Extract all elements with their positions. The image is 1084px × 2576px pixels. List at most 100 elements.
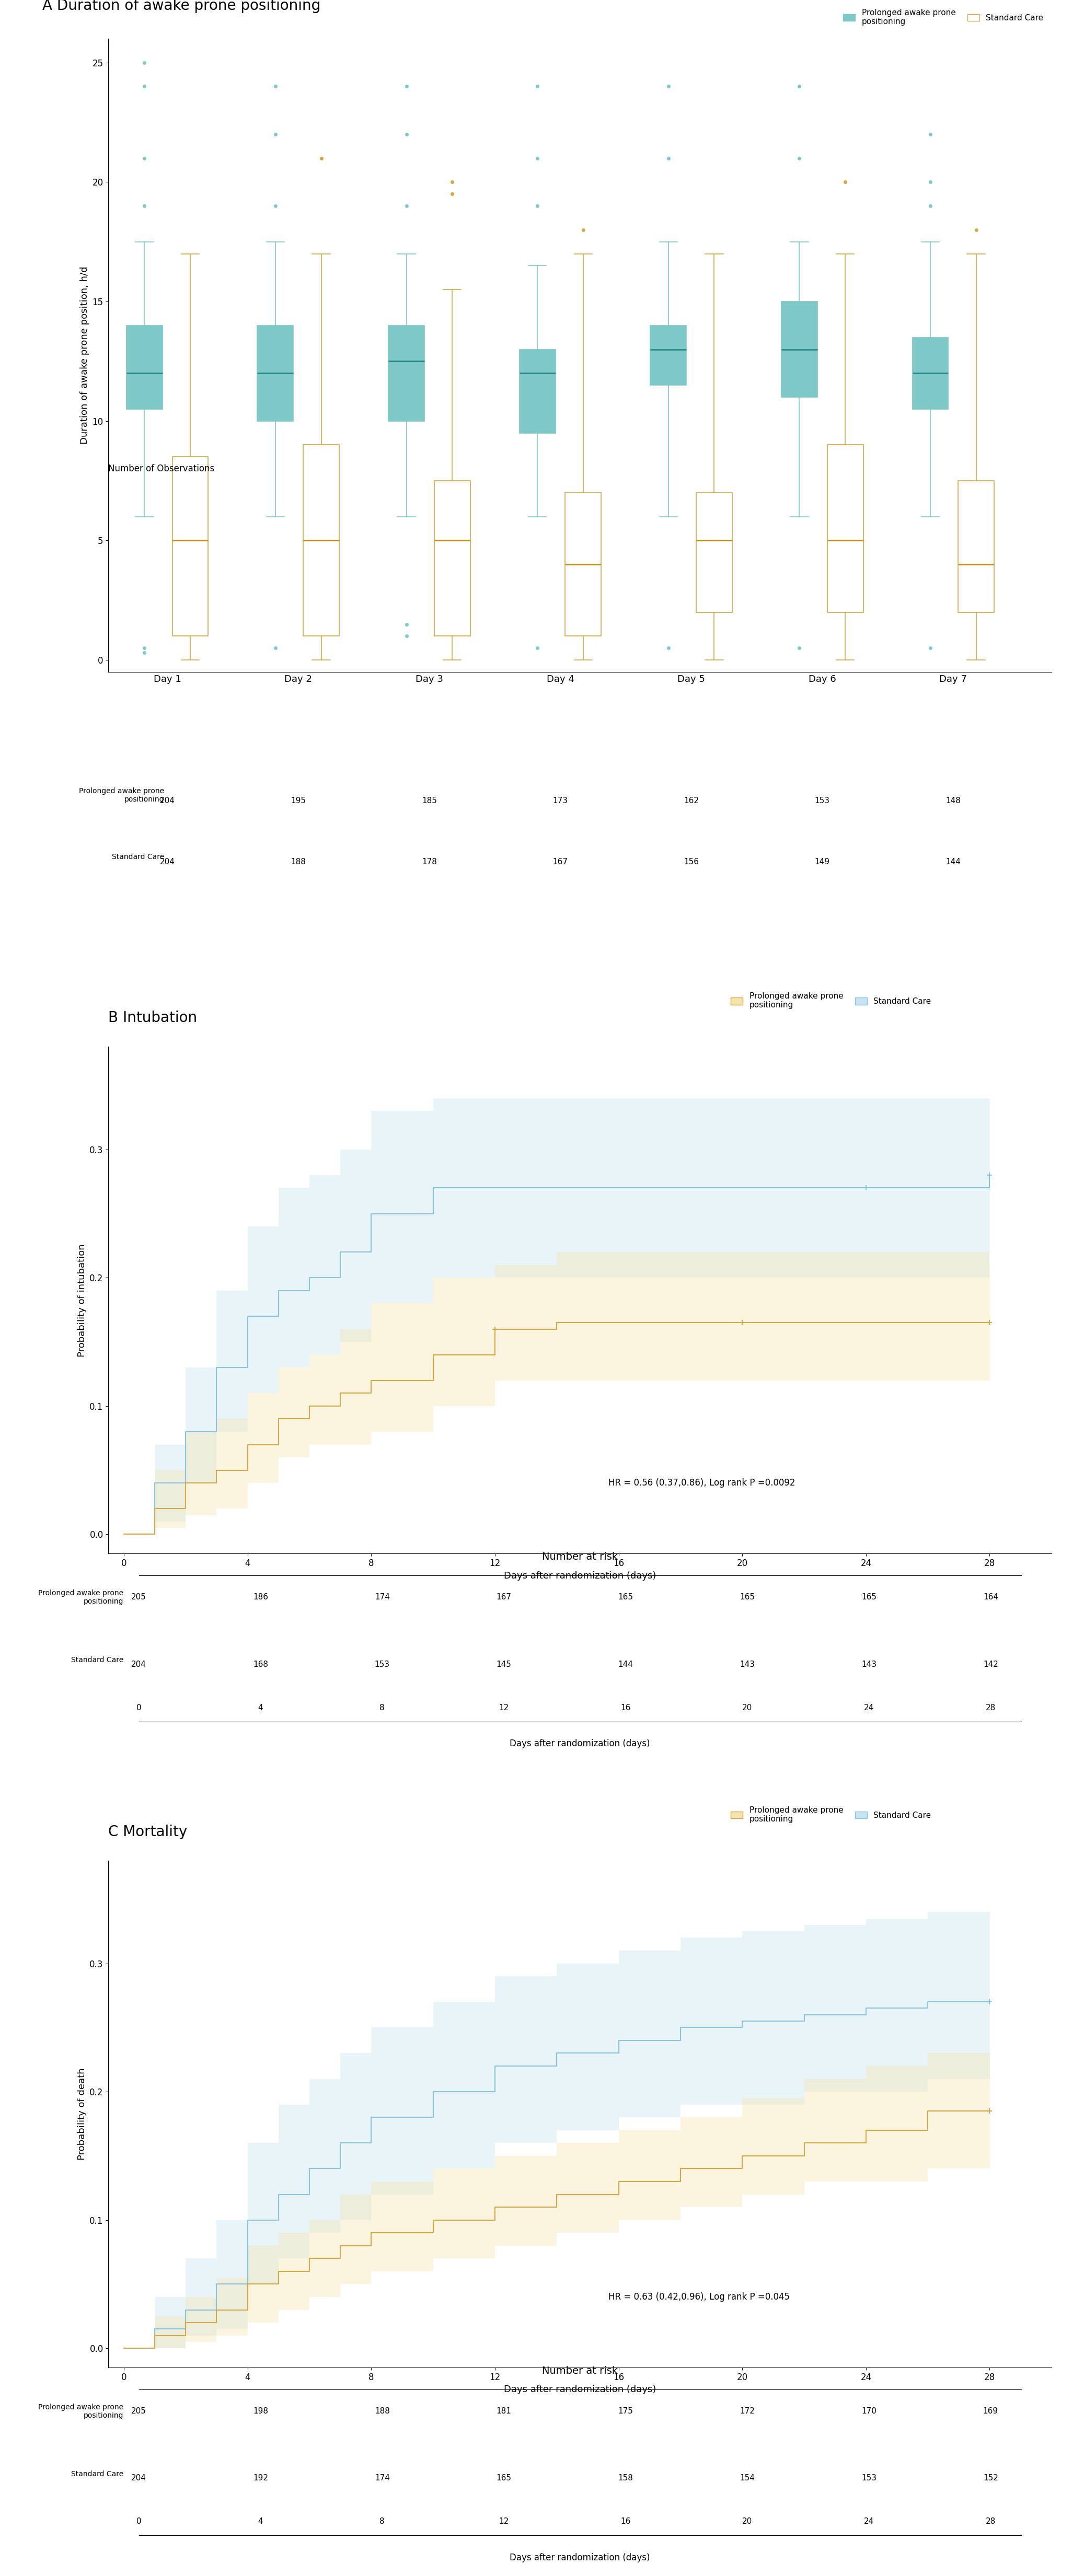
Text: 153: 153 <box>815 796 830 804</box>
Text: 156: 156 <box>684 858 699 866</box>
Text: 198: 198 <box>253 2406 268 2416</box>
Text: 164: 164 <box>983 1595 998 1602</box>
Text: 148: 148 <box>945 796 960 804</box>
Text: C Mortality: C Mortality <box>108 1824 188 1839</box>
PathPatch shape <box>172 456 208 636</box>
PathPatch shape <box>958 482 994 613</box>
Legend: Prolonged awake prone
positioning, Standard Care: Prolonged awake prone positioning, Stand… <box>727 989 934 1012</box>
Text: 12: 12 <box>499 1703 508 1710</box>
Text: 152: 152 <box>983 2476 998 2483</box>
Text: 144: 144 <box>618 1662 633 1669</box>
Text: 175: 175 <box>618 2406 633 2416</box>
Text: 162: 162 <box>684 796 699 804</box>
Text: HR = 0.63 (0.42,0.96), Log rank P =0.045: HR = 0.63 (0.42,0.96), Log rank P =0.045 <box>608 2293 789 2303</box>
Text: 167: 167 <box>553 858 568 866</box>
Text: 165: 165 <box>496 2476 512 2483</box>
Text: HR = 0.56 (0.37,0.86), Log rank P =0.0092: HR = 0.56 (0.37,0.86), Log rank P =0.009… <box>608 1479 795 1489</box>
Text: Standard Care: Standard Care <box>112 853 164 860</box>
PathPatch shape <box>913 337 948 410</box>
Text: 186: 186 <box>253 1595 268 1602</box>
Text: 181: 181 <box>496 2406 512 2416</box>
Text: 153: 153 <box>862 2476 877 2483</box>
PathPatch shape <box>304 446 339 636</box>
Legend: Prolonged awake prone
positioning, Standard Care: Prolonged awake prone positioning, Stand… <box>839 5 1047 28</box>
PathPatch shape <box>827 446 863 613</box>
Text: A Duration of awake prone positioning: A Duration of awake prone positioning <box>42 0 321 13</box>
Text: Number at risk: Number at risk <box>542 1551 618 1561</box>
Text: 204: 204 <box>159 796 175 804</box>
PathPatch shape <box>782 301 817 397</box>
PathPatch shape <box>127 325 163 410</box>
Text: 165: 165 <box>739 1595 754 1602</box>
Y-axis label: Duration of awake prone position, h/d: Duration of awake prone position, h/d <box>80 265 89 443</box>
Text: 0: 0 <box>137 1703 141 1710</box>
Text: 20: 20 <box>743 2517 752 2524</box>
Text: 158: 158 <box>618 2476 633 2483</box>
PathPatch shape <box>388 325 425 420</box>
Text: 205: 205 <box>131 1595 146 1602</box>
Text: 4: 4 <box>258 2517 263 2524</box>
Text: 195: 195 <box>291 796 306 804</box>
Text: 165: 165 <box>862 1595 877 1602</box>
PathPatch shape <box>257 325 294 420</box>
Text: 167: 167 <box>496 1595 512 1602</box>
Text: 185: 185 <box>422 796 437 804</box>
Text: 173: 173 <box>553 796 568 804</box>
Text: 24: 24 <box>864 1703 874 1710</box>
Text: 204: 204 <box>131 1662 146 1669</box>
Text: Number at risk: Number at risk <box>542 2365 618 2375</box>
Text: Standard Care: Standard Care <box>72 2470 124 2478</box>
Text: 168: 168 <box>253 1662 268 1669</box>
Text: Prolonged awake prone
positioning: Prolonged awake prone positioning <box>38 1589 124 1605</box>
Text: 154: 154 <box>739 2476 754 2483</box>
Text: 143: 143 <box>862 1662 877 1669</box>
Text: 174: 174 <box>375 1595 390 1602</box>
Text: 149: 149 <box>815 858 830 866</box>
Text: 16: 16 <box>620 1703 631 1710</box>
Text: 170: 170 <box>862 2406 877 2416</box>
Text: 28: 28 <box>985 1703 996 1710</box>
Text: 204: 204 <box>159 858 175 866</box>
Text: Prolonged awake prone
positioning: Prolonged awake prone positioning <box>38 2403 124 2419</box>
Text: 188: 188 <box>291 858 306 866</box>
Text: 172: 172 <box>739 2406 754 2416</box>
Y-axis label: Probability of intubation: Probability of intubation <box>77 1244 87 1358</box>
PathPatch shape <box>650 325 686 386</box>
Text: 8: 8 <box>379 1703 385 1710</box>
Text: 174: 174 <box>375 2476 390 2483</box>
Text: 8: 8 <box>379 2517 385 2524</box>
Legend: Prolonged awake prone
positioning, Standard Care: Prolonged awake prone positioning, Stand… <box>727 1803 934 1826</box>
Text: 165: 165 <box>618 1595 633 1602</box>
Text: 204: 204 <box>131 2476 146 2483</box>
Text: 145: 145 <box>496 1662 512 1669</box>
Text: 16: 16 <box>620 2517 631 2524</box>
Text: Days after randomization (days): Days after randomization (days) <box>509 1739 650 1749</box>
PathPatch shape <box>519 350 555 433</box>
PathPatch shape <box>435 482 470 636</box>
X-axis label: Days after randomization (days): Days after randomization (days) <box>504 2385 656 2393</box>
Text: 169: 169 <box>983 2406 998 2416</box>
PathPatch shape <box>565 492 602 636</box>
Text: Number of Observations: Number of Observations <box>108 464 215 474</box>
Text: 192: 192 <box>253 2476 268 2483</box>
X-axis label: Days after randomization (days): Days after randomization (days) <box>504 1571 656 1582</box>
Text: 0: 0 <box>137 2517 141 2524</box>
Text: 188: 188 <box>375 2406 390 2416</box>
Text: 24: 24 <box>864 2517 874 2524</box>
Text: Prolonged awake prone
positioning: Prolonged awake prone positioning <box>79 788 164 804</box>
PathPatch shape <box>696 492 732 613</box>
Text: 144: 144 <box>945 858 960 866</box>
Text: B Intubation: B Intubation <box>108 1010 197 1025</box>
Text: 20: 20 <box>743 1703 752 1710</box>
Text: 178: 178 <box>422 858 437 866</box>
Text: Days after randomization (days): Days after randomization (days) <box>509 2553 650 2563</box>
Text: 4: 4 <box>258 1703 263 1710</box>
Text: 153: 153 <box>375 1662 390 1669</box>
Y-axis label: Probability of death: Probability of death <box>77 2069 87 2161</box>
Text: 28: 28 <box>985 2517 996 2524</box>
Text: 205: 205 <box>131 2406 146 2416</box>
Text: 143: 143 <box>739 1662 754 1669</box>
Text: Standard Care: Standard Care <box>72 1656 124 1664</box>
Text: 12: 12 <box>499 2517 508 2524</box>
Text: 142: 142 <box>983 1662 998 1669</box>
